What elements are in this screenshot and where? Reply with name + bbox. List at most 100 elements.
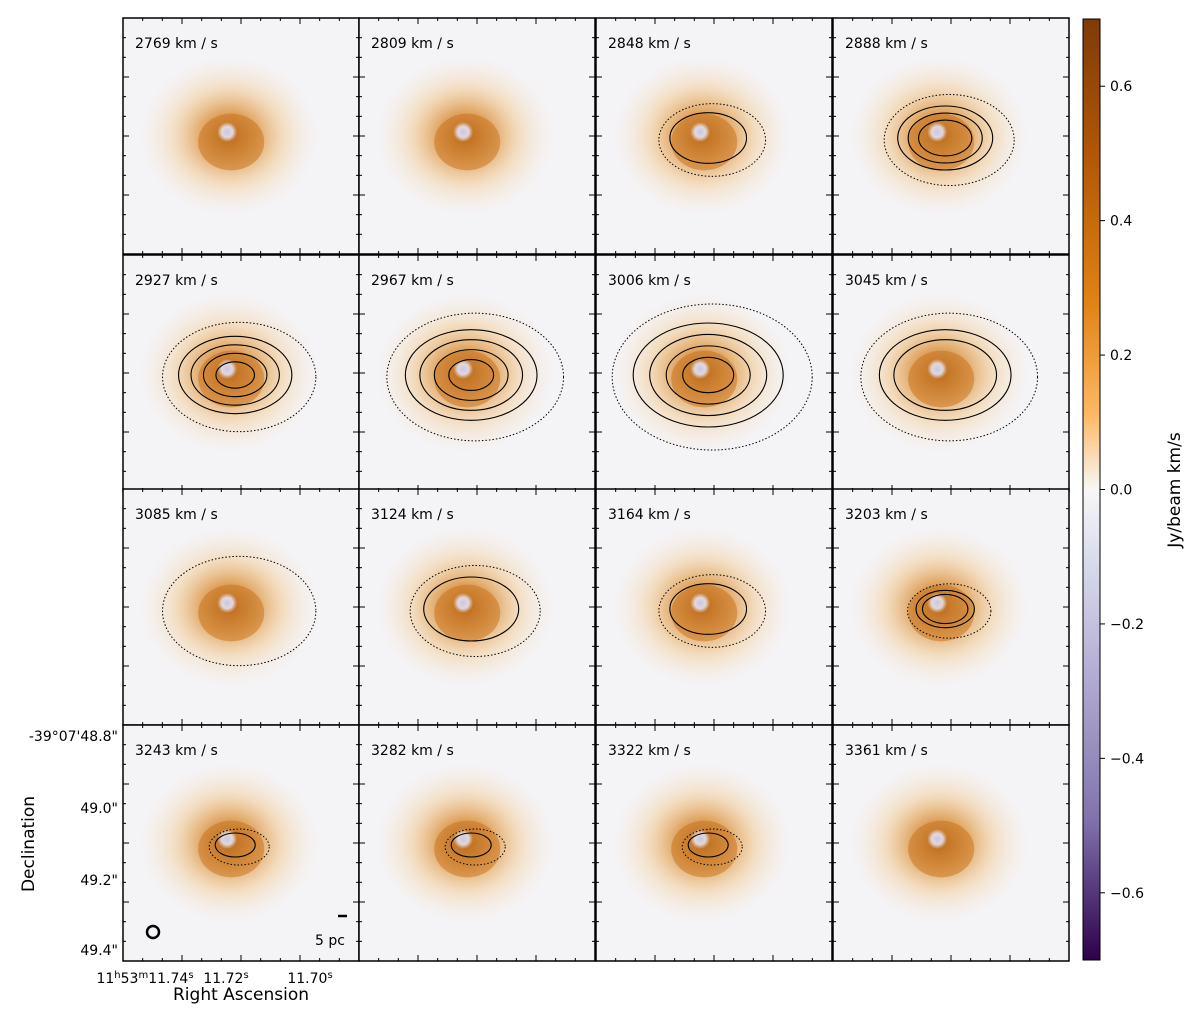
contour-solid (878, 329, 1012, 421)
contour-dotted (658, 103, 767, 177)
contour-solid (921, 593, 969, 625)
contour-dotted (444, 828, 506, 866)
central-absorption (690, 593, 711, 613)
contour-solid (665, 345, 751, 405)
emission-core (671, 820, 738, 878)
contour-solid (907, 112, 983, 164)
panel-velocity-label: 3282 km / s (371, 743, 454, 759)
emission-core (908, 113, 975, 171)
contour-dotted (208, 828, 270, 866)
central-absorption (927, 829, 948, 849)
emission-core (671, 350, 738, 408)
y-axis-title: Declination (19, 796, 39, 892)
contour-solid (669, 112, 748, 164)
x-tick-labels: 11h53m11.74s 11.72s 11.70s (96, 970, 332, 988)
emission-core (908, 350, 975, 408)
contour-solid (893, 339, 998, 411)
channel-panel: 2848 km / s (595, 17, 833, 255)
contour-dotted (860, 312, 1039, 442)
contour-dotted (883, 94, 1015, 186)
contour-solid (682, 356, 735, 394)
central-absorption (690, 829, 711, 849)
y-tick-label: -39°07'48.8" (29, 729, 118, 745)
contour-dotted (658, 574, 767, 648)
contour-solid (915, 589, 975, 629)
colorbar-tick-label: 0.4 (1110, 214, 1132, 230)
colorbar-gradient (1082, 18, 1101, 961)
panel-velocity-label: 3045 km / s (845, 273, 928, 289)
scale-bar: 5 pc (315, 914, 347, 949)
contour-solid (669, 583, 748, 635)
colorbar-tick-label: 0.2 (1110, 348, 1132, 364)
colorbar-ticks: 0.6 0.4 0.2 0.0 −0.2 −0.4 −0.6 (1100, 79, 1144, 902)
y-tick-labels: -39°07'48.8" 49.0" 49.2" 49.4" (29, 729, 118, 959)
contour-solid (214, 832, 256, 858)
emission-core (434, 820, 501, 878)
contour-dotted (386, 312, 565, 442)
contour-solid (649, 333, 768, 417)
emission-core (198, 584, 265, 642)
contour-dotted (409, 565, 541, 657)
channel-panel: 2967 km / s (358, 254, 596, 492)
emission-core (671, 584, 738, 642)
panel-velocity-label: 3203 km / s (845, 507, 928, 523)
channel-panel: 3085 km / s (122, 488, 360, 726)
colorbar-tick-label: −0.4 (1110, 751, 1144, 767)
central-absorption (927, 122, 948, 142)
contour-solid (918, 119, 973, 157)
central-absorption (453, 359, 474, 379)
channel-panel: 2927 km / s (122, 254, 360, 492)
contour-dotted (162, 555, 317, 667)
panel-velocity-label: 3124 km / s (371, 507, 454, 523)
central-absorption (690, 122, 711, 142)
panel-velocity-label: 2809 km / s (371, 36, 454, 52)
contour-solid (423, 576, 520, 642)
colorbar-tick-label: 0.0 (1110, 483, 1132, 499)
panel-velocity-label: 3006 km / s (608, 273, 691, 289)
emission-core (198, 113, 265, 171)
channel-panel: 3282 km / s (358, 724, 596, 962)
y-tick-label: 49.2" (80, 873, 118, 889)
contour-solid (404, 329, 538, 421)
emission-core (434, 350, 501, 408)
channel-panel: 2769 km / s (122, 17, 360, 255)
contour-solid (190, 344, 280, 406)
x-axis-title: Right Ascension (173, 985, 309, 1005)
panel-velocity-label: 3085 km / s (135, 507, 218, 523)
channel-panel: 3164 km / s (595, 488, 833, 726)
beam-ellipse (145, 924, 161, 940)
contour-solid (450, 832, 492, 858)
panel-velocity-label: 3243 km / s (135, 743, 218, 759)
colorbar-tick-label: 0.6 (1110, 79, 1132, 95)
channel-panel: 3006 km / s (595, 254, 833, 492)
x-tick-label: 11.70s (287, 970, 332, 988)
contour-dotted (907, 583, 992, 639)
contour-solid (202, 352, 268, 398)
x-tick-label: 11h53m11.74s (96, 970, 193, 988)
colorbar-tick-label: −0.6 (1110, 886, 1144, 902)
central-absorption (453, 829, 474, 849)
scale-bar-label: 5 pc (315, 933, 345, 949)
central-absorption (217, 829, 238, 849)
panel-velocity-label: 3164 km / s (608, 507, 691, 523)
colorbar-label: Jy/beam km/s (1165, 432, 1185, 549)
channel-panel: 3243 km / s (122, 724, 360, 962)
channel-panel: 3322 km / s (595, 724, 833, 962)
central-absorption (217, 122, 238, 142)
central-absorption (217, 593, 238, 613)
emission-core (434, 113, 501, 171)
central-absorption (927, 359, 948, 379)
y-tick-label: 49.0" (80, 801, 118, 817)
panel-velocity-label: 3322 km / s (608, 743, 691, 759)
emission-core (434, 584, 501, 642)
contour-solid (419, 339, 524, 411)
channel-panel: 3124 km / s (358, 488, 596, 726)
panel-velocity-label: 2848 km / s (608, 36, 691, 52)
emission-core (198, 820, 265, 878)
channel-panel: 2809 km / s (358, 17, 596, 255)
contour-solid (177, 335, 293, 415)
channel-panel: 2888 km / s (832, 17, 1070, 255)
y-tick-label: 49.4" (80, 943, 118, 959)
panel-velocity-label: 2967 km / s (371, 273, 454, 289)
